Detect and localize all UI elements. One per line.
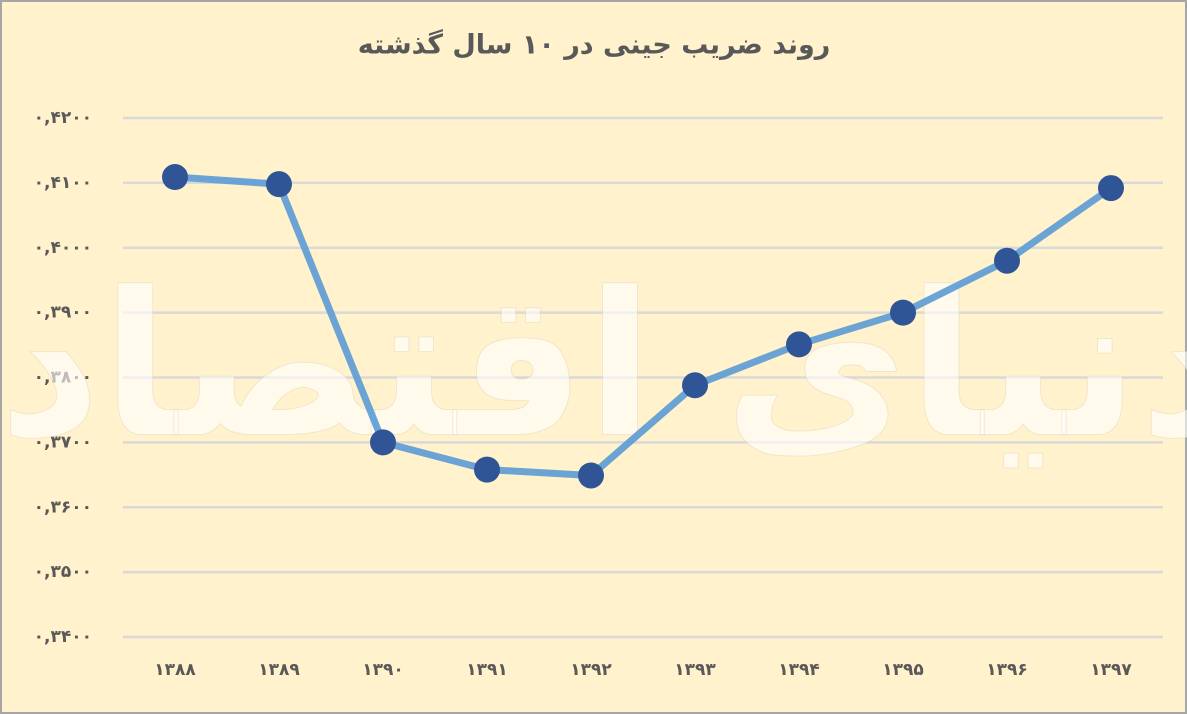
y-tick-label: ۰,۳۵۰۰ — [34, 562, 92, 582]
x-tick-label: ۱۳۹۳ — [674, 660, 716, 680]
data-point — [578, 462, 604, 489]
data-point — [682, 372, 708, 399]
x-tick-label: ۱۳۹۶ — [986, 660, 1028, 680]
data-point — [786, 331, 812, 358]
y-tick-label: ۰,۴۲۰۰ — [34, 108, 92, 128]
series-line — [174, 173, 1114, 479]
data-point — [266, 171, 292, 198]
x-tick-label: ۱۳۹۴ — [778, 660, 820, 680]
data-point — [890, 299, 916, 326]
y-tick-label: ۰,۳۹۰۰ — [34, 303, 92, 323]
data-point — [162, 164, 188, 191]
data-point — [474, 456, 500, 483]
y-tick-label: ۰,۳۶۰۰ — [34, 497, 92, 517]
x-tick-label: ۱۳۹۷ — [1090, 660, 1132, 680]
watermark: دنیای اقتصاد — [0, 250, 1187, 483]
data-point — [370, 429, 396, 456]
data-point — [1098, 175, 1124, 202]
x-tick-label: ۱۳۹۱ — [466, 660, 508, 680]
x-tick-label: ۱۳۹۰ — [362, 660, 404, 680]
x-tick-label: ۱۳۸۸ — [154, 660, 196, 680]
chart-title: روند ضریب جینی در ۱۰ سال گذشته — [358, 29, 831, 61]
x-tick-label: ۱۳۹۲ — [570, 660, 612, 680]
x-tick-label: ۱۳۹۵ — [882, 660, 924, 680]
x-tick-label: ۱۳۸۹ — [258, 660, 300, 680]
y-tick-label: ۰,۳۴۰۰ — [34, 627, 92, 647]
y-tick-label: ۰,۴۱۰۰ — [34, 173, 92, 193]
y-tick-label: ۰,۳۷۰۰ — [34, 432, 92, 452]
y-tick-label: ۰,۳۸۰۰ — [34, 368, 92, 388]
data-point — [994, 247, 1020, 274]
y-tick-label: ۰,۴۰۰۰ — [34, 238, 92, 258]
